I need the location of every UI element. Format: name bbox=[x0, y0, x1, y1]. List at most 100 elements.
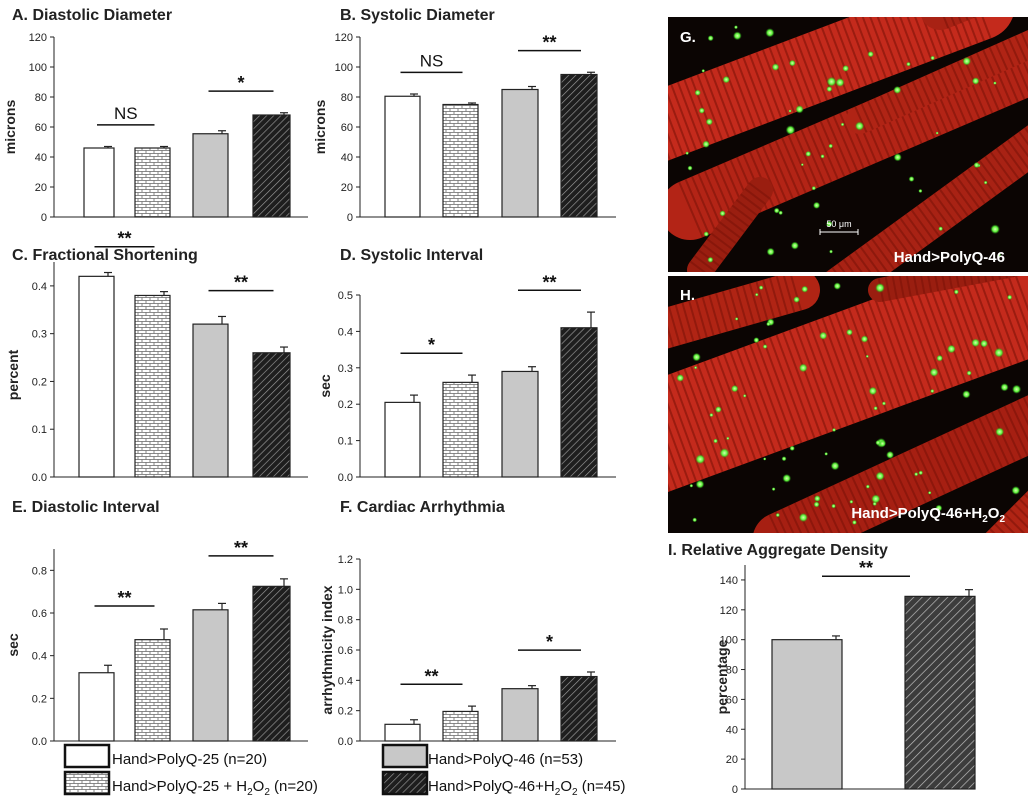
aggregate-dot bbox=[893, 153, 902, 162]
legend-label: Hand>PolyQ-46 (n=53) bbox=[428, 751, 583, 768]
significance-label: ** bbox=[859, 558, 873, 578]
y-tick-label: 100 bbox=[335, 62, 353, 74]
y-tick-label: 120 bbox=[29, 32, 47, 44]
aggregate-dot bbox=[766, 321, 771, 327]
aggregate-dot bbox=[800, 163, 804, 167]
aggregate-dot bbox=[875, 282, 885, 293]
aggregate-dot bbox=[966, 370, 972, 376]
y-tick-label: 0.2 bbox=[338, 706, 353, 718]
bar bbox=[771, 639, 843, 790]
y-tick-label: 20 bbox=[726, 754, 738, 766]
aggregate-dot bbox=[753, 337, 760, 344]
aggregate-dot bbox=[881, 401, 887, 406]
y-tick-label: 40 bbox=[35, 152, 47, 164]
bar bbox=[384, 401, 421, 478]
aggregate-dot bbox=[980, 339, 989, 348]
y-tick-label: 0.8 bbox=[32, 565, 47, 577]
y-tick-label: 1.2 bbox=[338, 554, 353, 566]
aggregate-dot bbox=[705, 118, 714, 126]
significance-label: ** bbox=[234, 273, 248, 293]
y-tick-label: 0.4 bbox=[32, 281, 47, 293]
aggregate-dot bbox=[795, 105, 804, 114]
aggregate-dot bbox=[930, 55, 935, 61]
aggregate-dot bbox=[854, 121, 865, 131]
aggregate-dot bbox=[840, 122, 845, 127]
aggregate-dot bbox=[798, 512, 808, 523]
bar-panels: A. Diastolic Diameter 0 20 40 60 80 100 120 micr… bbox=[2, 7, 976, 796]
bar bbox=[560, 675, 598, 742]
aggregate-dot bbox=[758, 285, 764, 290]
aggregate-dot bbox=[793, 296, 800, 303]
image-letter: G. bbox=[680, 29, 696, 46]
aggregate-dot bbox=[935, 504, 943, 512]
sarcomere-striation bbox=[689, 182, 771, 272]
aggregate-dot bbox=[867, 50, 874, 58]
sarcomere-striation bbox=[668, 17, 993, 161]
muscle-fibre bbox=[826, 125, 1028, 272]
y-tick-label: 0.0 bbox=[32, 472, 47, 484]
aggregate-dot bbox=[701, 68, 706, 73]
aggregate-dot bbox=[763, 457, 767, 461]
sarcomere-striation bbox=[854, 30, 1028, 133]
y-tick-label: 20 bbox=[341, 182, 353, 194]
y-tick-label: 0.4 bbox=[338, 675, 353, 687]
aggregate-dot bbox=[703, 231, 709, 237]
aggregate-dot bbox=[868, 386, 878, 396]
legend-swatch bbox=[63, 743, 111, 769]
aggregate-dot bbox=[692, 517, 698, 523]
aggregate-dot bbox=[930, 388, 935, 394]
aggregate-dot bbox=[929, 367, 939, 377]
y-axis-label: sec bbox=[5, 633, 21, 657]
bar bbox=[192, 133, 229, 218]
aggregate-dot bbox=[962, 390, 971, 399]
y-tick-label: 0.0 bbox=[338, 472, 353, 484]
aggregate-dot bbox=[695, 454, 706, 465]
y-tick-label: 0.6 bbox=[32, 608, 47, 620]
aggregate-dot bbox=[871, 494, 881, 504]
legend-item-c25: Hand>PolyQ-25 (n=20) bbox=[63, 743, 267, 769]
panel-title: A. Diastolic Diameter bbox=[12, 7, 172, 24]
aggregate-dot bbox=[918, 470, 924, 476]
y-axis-label: microns bbox=[312, 100, 328, 155]
image-h bbox=[668, 276, 1028, 533]
y-tick-label: 120 bbox=[335, 32, 353, 44]
legend-swatch bbox=[381, 743, 429, 769]
aggregate-dot bbox=[990, 224, 1001, 235]
aggregate-dot bbox=[886, 450, 895, 459]
panel-f: F. Cardiac Arrhythmia 0.0 0.2 0.4 0.6 0.8 1.0 1… bbox=[319, 499, 616, 748]
aggregate-dot bbox=[813, 501, 820, 508]
panel-i: I. Relative Aggregate Density 0 20 40 60 80 10… bbox=[668, 542, 976, 796]
aggregate-dot bbox=[953, 289, 959, 295]
bar bbox=[134, 294, 171, 478]
legend: Hand>PolyQ-25 (n=20) Hand>PolyQ-25 + H2O2… bbox=[63, 743, 626, 798]
y-tick-label: 0.3 bbox=[32, 329, 47, 341]
aggregate-dot bbox=[875, 440, 881, 446]
aggregate-dot bbox=[778, 210, 783, 216]
muscle-fibre bbox=[668, 276, 820, 349]
aggregate-dot bbox=[805, 150, 812, 157]
y-tick-label: 1.0 bbox=[338, 584, 353, 596]
aggregate-dot bbox=[846, 328, 853, 336]
aggregate-dot bbox=[1000, 383, 1009, 392]
aggregate-dot bbox=[773, 207, 780, 214]
image-letter: H. bbox=[680, 287, 695, 304]
legend-label: Hand>PolyQ-25 (n=20) bbox=[112, 751, 267, 768]
aggregate-dot bbox=[831, 503, 836, 509]
y-tick-label: 0.4 bbox=[32, 651, 47, 663]
y-tick-label: 0.8 bbox=[338, 615, 353, 627]
bar bbox=[560, 327, 598, 478]
legend-swatch bbox=[381, 770, 429, 796]
bar bbox=[501, 370, 539, 478]
aggregate-dot bbox=[734, 317, 739, 321]
muscle-fibre bbox=[868, 276, 1020, 302]
aggregate-dot bbox=[713, 438, 718, 444]
y-tick-label: 0.0 bbox=[338, 736, 353, 748]
legend-item-c25h: Hand>PolyQ-25 + H2O2 (n=20) bbox=[63, 770, 318, 798]
panel-title: C. Fractional Shortening bbox=[12, 247, 198, 264]
aggregate-dot bbox=[893, 85, 902, 94]
panel-c: C. Fractional Shortening 0.0 0.1 0.2 0.3 0.4 p… bbox=[5, 229, 308, 484]
significance-label: ** bbox=[424, 666, 438, 686]
y-axis-label: percent bbox=[5, 349, 21, 400]
aggregate-dot bbox=[927, 490, 932, 495]
